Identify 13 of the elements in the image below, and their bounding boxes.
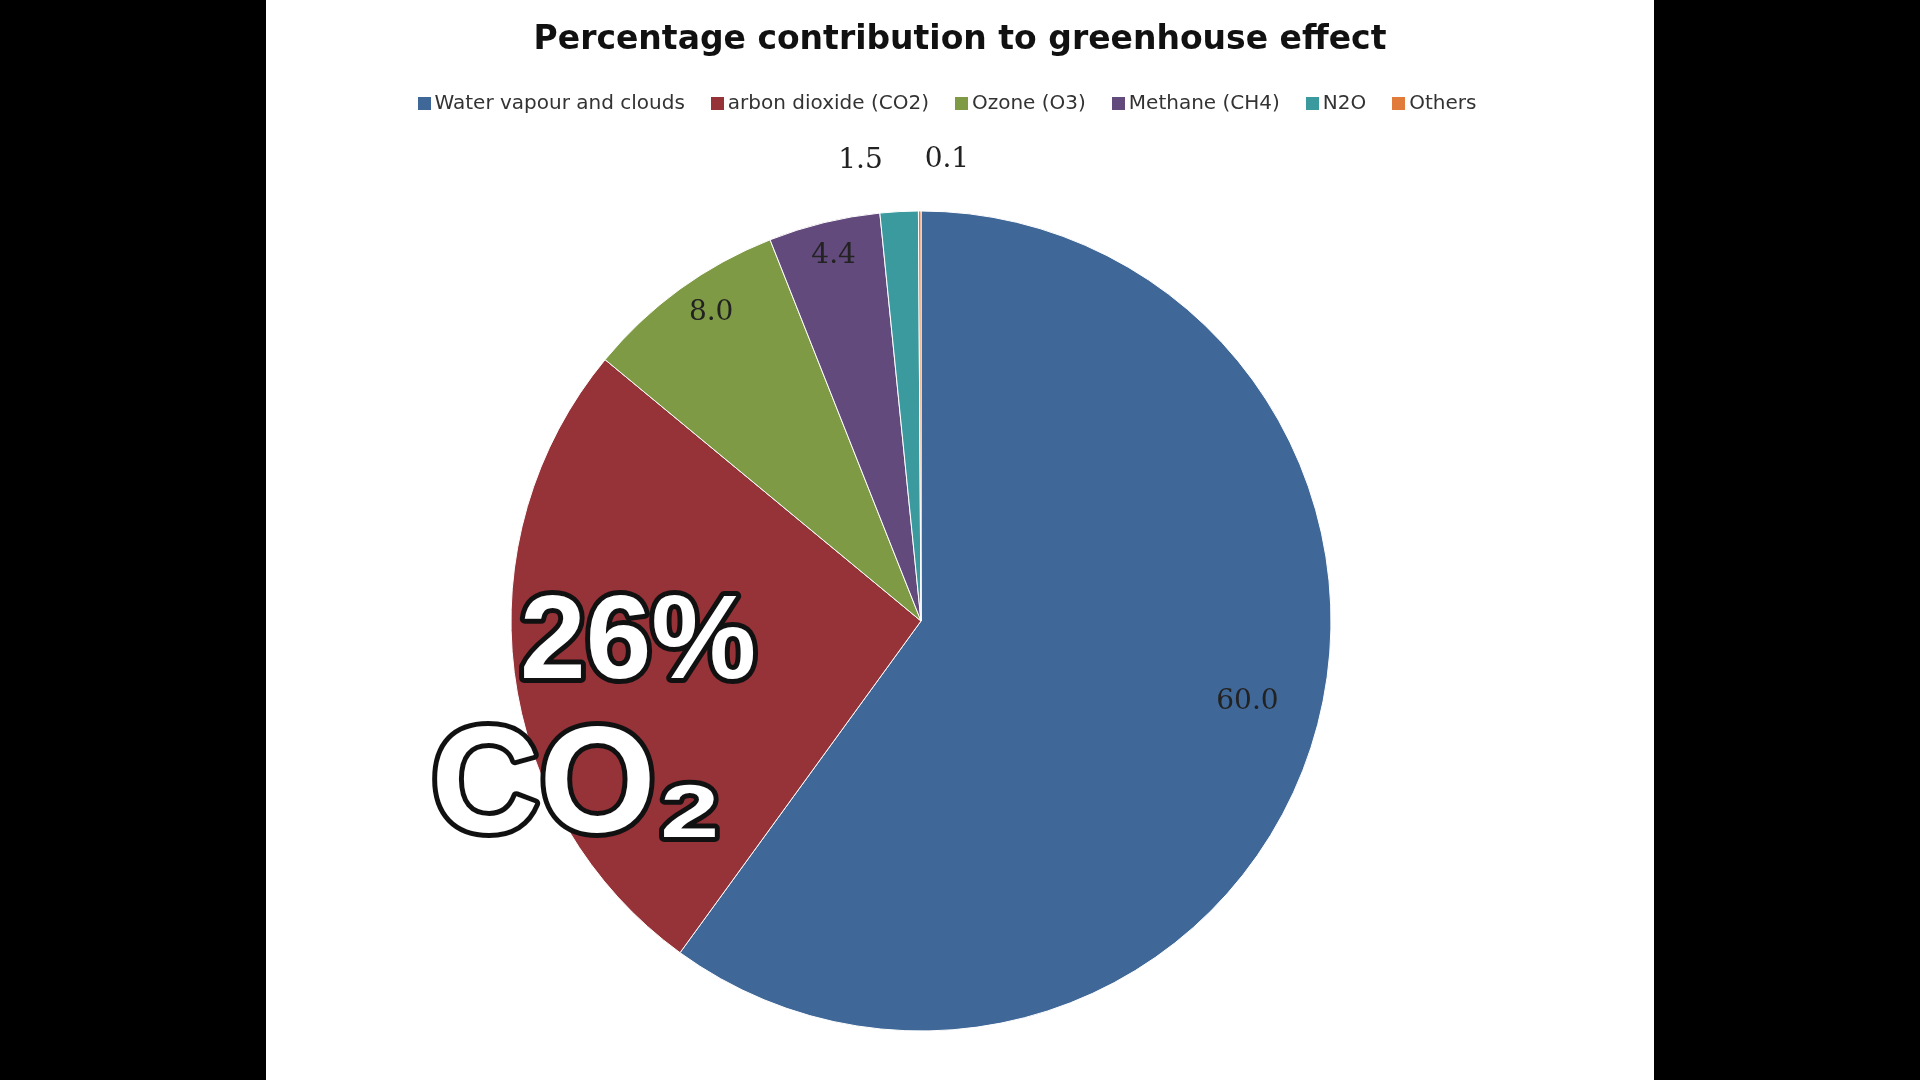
data-label: 0.1 [924, 140, 970, 174]
legend-label: Ozone (O3) [971, 90, 1086, 114]
chart-title: Percentage contribution to greenhouse effect [532, 18, 1388, 57]
data-label: 8.0 [688, 293, 734, 327]
data-label: 1.5 [838, 141, 883, 175]
text: 26% [520, 571, 757, 703]
legend-label: Others [1409, 90, 1477, 114]
data-label: 4.4 [811, 236, 856, 270]
legend-label: arbon dioxide (CO2) [727, 90, 929, 114]
legend-label: Methane (CH4) [1128, 90, 1280, 114]
data-label: 60.0 [1216, 683, 1279, 717]
legend-label: N2O [1322, 90, 1367, 114]
legend-label: Water vapour and clouds [434, 90, 685, 114]
